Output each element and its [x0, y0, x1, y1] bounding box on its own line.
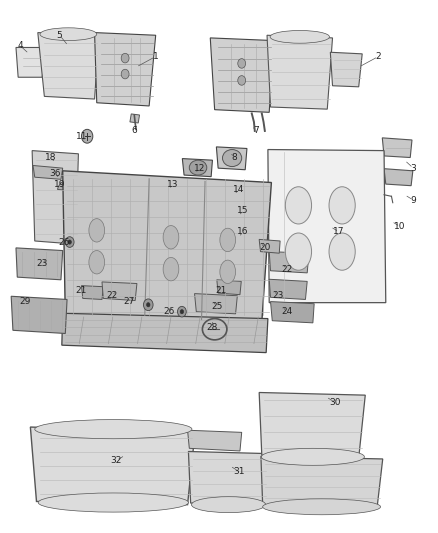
Ellipse shape: [163, 257, 179, 281]
Text: 5: 5: [57, 31, 63, 40]
Polygon shape: [81, 286, 103, 300]
Polygon shape: [30, 427, 195, 505]
Ellipse shape: [220, 228, 236, 252]
Circle shape: [180, 310, 184, 314]
Text: 23: 23: [36, 260, 48, 268]
Polygon shape: [216, 147, 247, 169]
Ellipse shape: [270, 30, 329, 43]
Polygon shape: [63, 171, 272, 322]
Polygon shape: [16, 248, 63, 280]
Polygon shape: [384, 168, 413, 185]
Ellipse shape: [286, 187, 311, 224]
Text: 27: 27: [124, 296, 135, 305]
Text: 28: 28: [207, 323, 218, 332]
Text: 22: 22: [281, 265, 292, 273]
Polygon shape: [187, 430, 242, 451]
Ellipse shape: [329, 233, 355, 270]
Ellipse shape: [223, 150, 242, 166]
Ellipse shape: [163, 225, 179, 249]
Polygon shape: [382, 138, 412, 158]
Polygon shape: [102, 282, 137, 301]
Text: 16: 16: [237, 228, 249, 237]
Polygon shape: [11, 296, 67, 334]
Polygon shape: [188, 451, 269, 506]
Ellipse shape: [89, 219, 105, 242]
Polygon shape: [267, 35, 332, 109]
Circle shape: [81, 130, 93, 143]
Text: 29: 29: [19, 296, 30, 305]
Circle shape: [147, 303, 150, 307]
Polygon shape: [57, 181, 71, 190]
Ellipse shape: [38, 493, 188, 512]
Ellipse shape: [220, 260, 236, 284]
Polygon shape: [259, 392, 365, 458]
Text: 26: 26: [58, 238, 70, 247]
Polygon shape: [269, 252, 309, 273]
Text: 6: 6: [131, 126, 137, 135]
Polygon shape: [16, 47, 46, 77]
Polygon shape: [271, 302, 314, 323]
Polygon shape: [182, 159, 212, 176]
Circle shape: [238, 76, 246, 85]
Text: 1: 1: [153, 52, 159, 61]
Polygon shape: [95, 33, 155, 106]
Polygon shape: [130, 114, 140, 123]
Circle shape: [144, 299, 153, 311]
Text: 11: 11: [76, 132, 87, 141]
Polygon shape: [33, 165, 63, 179]
Text: 3: 3: [410, 164, 416, 173]
Text: 21: 21: [215, 286, 227, 295]
Ellipse shape: [89, 251, 105, 274]
Text: 2: 2: [375, 52, 381, 61]
Ellipse shape: [189, 160, 207, 175]
Text: 21: 21: [76, 286, 87, 295]
Ellipse shape: [286, 233, 311, 270]
Text: 9: 9: [410, 196, 416, 205]
Text: 26: 26: [163, 307, 174, 316]
Polygon shape: [38, 33, 99, 99]
Polygon shape: [268, 150, 386, 303]
Text: 18: 18: [45, 153, 57, 162]
Circle shape: [65, 237, 74, 247]
Circle shape: [121, 69, 129, 79]
Text: 12: 12: [194, 164, 205, 173]
Circle shape: [177, 306, 186, 317]
Ellipse shape: [191, 497, 266, 513]
Polygon shape: [210, 38, 274, 112]
Text: 10: 10: [395, 222, 406, 231]
Text: 8: 8: [231, 153, 237, 162]
Text: 19: 19: [54, 180, 65, 189]
Ellipse shape: [261, 448, 364, 465]
Text: 13: 13: [167, 180, 179, 189]
Text: 36: 36: [49, 169, 61, 178]
Polygon shape: [62, 313, 268, 353]
Circle shape: [68, 240, 71, 244]
Text: 22: 22: [106, 291, 118, 300]
Polygon shape: [330, 52, 362, 87]
Text: 7: 7: [253, 126, 259, 135]
Text: 32: 32: [111, 456, 122, 465]
Circle shape: [238, 59, 246, 68]
Polygon shape: [269, 279, 307, 300]
Text: 15: 15: [237, 206, 249, 215]
Text: 30: 30: [329, 398, 340, 407]
Text: 23: 23: [272, 291, 284, 300]
Text: 14: 14: [233, 185, 244, 194]
Text: 31: 31: [233, 467, 244, 475]
Circle shape: [121, 53, 129, 63]
Text: 20: 20: [259, 244, 271, 253]
Ellipse shape: [263, 499, 381, 515]
Polygon shape: [32, 151, 78, 244]
Text: 17: 17: [333, 228, 345, 237]
Text: 24: 24: [281, 307, 292, 316]
Polygon shape: [259, 239, 280, 253]
Polygon shape: [261, 456, 383, 508]
Ellipse shape: [40, 28, 97, 41]
Ellipse shape: [329, 187, 355, 224]
Text: 25: 25: [211, 302, 223, 311]
Ellipse shape: [35, 419, 192, 439]
Text: 4: 4: [18, 42, 23, 51]
Polygon shape: [217, 280, 241, 295]
Polygon shape: [194, 294, 237, 314]
